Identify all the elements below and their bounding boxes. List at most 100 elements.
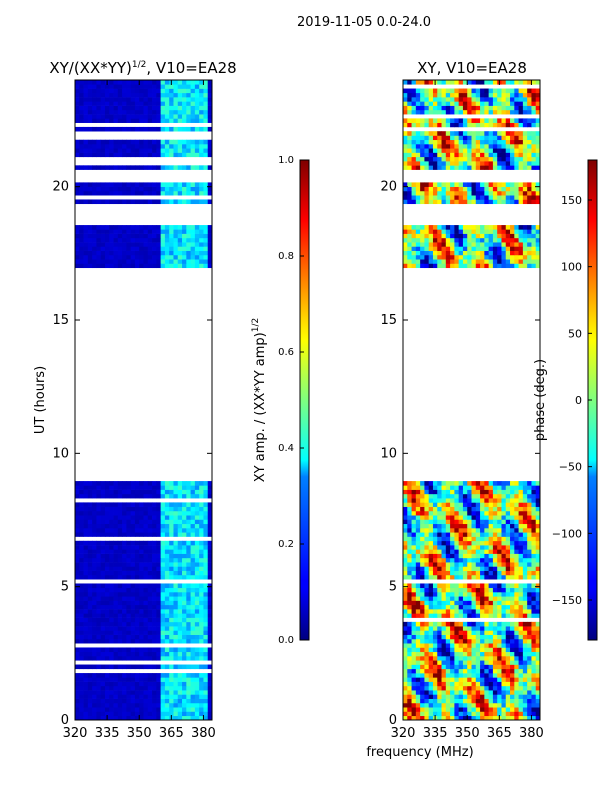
phase-heatmap-cell — [424, 677, 429, 682]
amp-heatmap-cell — [92, 703, 97, 708]
amp-heatmap-cell — [96, 153, 101, 158]
phase-heatmap-cell — [459, 605, 464, 610]
amp-heatmap-cell — [84, 686, 89, 691]
amp-heatmap-cell — [96, 554, 101, 559]
phase-heatmap-cell — [416, 639, 421, 644]
phase-heatmap-cell — [416, 234, 421, 239]
amp-heatmap-cell — [169, 106, 174, 111]
phase-heatmap-cell — [437, 515, 442, 520]
phase-heatmap-cell — [407, 656, 412, 661]
phase-heatmap-cell — [497, 494, 502, 499]
phase-heatmap-cell — [424, 524, 429, 529]
phase-heatmap-cell — [463, 507, 468, 512]
amp-heatmap-cell — [96, 263, 101, 268]
amp-heatmap-cell — [182, 84, 187, 89]
amp-heatmap-cell — [152, 575, 157, 580]
phase-heatmap-cell — [412, 502, 417, 507]
phase-heatmap-cell — [527, 643, 532, 648]
amp-heatmap-cell — [114, 485, 119, 490]
phase-heatmap-cell — [429, 571, 434, 576]
amp-heatmap-cell — [105, 93, 110, 98]
amp-heatmap-cell — [118, 583, 123, 588]
amp-ytick-label: 0 — [61, 713, 69, 728]
amp-heatmap-cell — [199, 601, 204, 606]
phase-heatmap-cell — [480, 596, 485, 601]
amp-heatmap-cell — [79, 647, 84, 652]
amp-heatmap-cell — [75, 110, 80, 115]
amp-heatmap-cell — [182, 613, 187, 618]
phase-heatmap-cell — [463, 519, 468, 524]
phase-heatmap-cell — [433, 199, 438, 204]
amp-heatmap-cell — [156, 554, 161, 559]
phase-heatmap-cell — [467, 511, 472, 516]
amp-heatmap-cell — [165, 93, 170, 98]
amp-heatmap-cell — [199, 545, 204, 550]
phase-heatmap-cell — [429, 191, 434, 196]
amp-heatmap-cell — [114, 165, 119, 170]
amp-heatmap-cell — [79, 255, 84, 260]
amp-heatmap-cell — [122, 545, 127, 550]
amp-heatmap-cell — [135, 511, 140, 516]
amp-heatmap-cell — [186, 677, 191, 682]
phase-heatmap-cell — [519, 609, 524, 614]
phase-heatmap-cell — [510, 626, 515, 631]
phase-heatmap-cell — [489, 605, 494, 610]
phase-heatmap-cell — [527, 677, 532, 682]
amp-heatmap-cell — [161, 246, 166, 251]
amp-heatmap-cell — [126, 528, 131, 533]
amp-heatmap-cell — [126, 656, 131, 661]
phase-heatmap-cell — [420, 558, 425, 563]
amp-heatmap-cell — [148, 532, 153, 537]
amp-heatmap-cell — [195, 490, 200, 495]
phase-heatmap-cell — [506, 554, 511, 559]
phase-heatmap-cell — [489, 630, 494, 635]
phase-heatmap-cell — [407, 690, 412, 695]
amp-heatmap-cell — [118, 238, 123, 243]
amp-heatmap-cell — [144, 238, 149, 243]
phase-heatmap-cell — [450, 259, 455, 264]
phase-heatmap-cell — [489, 157, 494, 162]
amp-heatmap-cell — [148, 588, 153, 593]
amp-heatmap-cell — [139, 682, 144, 687]
phase-heatmap-cell — [433, 588, 438, 593]
phase-heatmap-cell — [506, 677, 511, 682]
amp-heatmap-cell — [178, 622, 183, 627]
amp-heatmap-cell — [203, 110, 208, 115]
phase-heatmap-cell — [403, 519, 408, 524]
phase-heatmap-cell — [527, 494, 532, 499]
phase-heatmap-cell — [437, 673, 442, 678]
amp-heatmap-cell — [135, 707, 140, 712]
amp-heatmap-cell — [109, 97, 114, 102]
phase-heatmap-cell — [403, 699, 408, 704]
amp-heatmap-cell — [101, 494, 106, 499]
amp-heatmap-cell — [182, 549, 187, 554]
amp-heatmap-cell — [169, 528, 174, 533]
amp-heatmap-cell — [182, 707, 187, 712]
phase-heatmap-cell — [489, 532, 494, 537]
amp-heatmap-cell — [169, 118, 174, 123]
amp-ytick-label: 20 — [52, 180, 69, 195]
phase-heatmap-cell — [514, 157, 519, 162]
phase-heatmap-cell — [459, 566, 464, 571]
phase-heatmap-cell — [463, 605, 468, 610]
phase-heatmap-cell — [459, 246, 464, 251]
phase-heatmap-cell — [446, 635, 451, 640]
phase-heatmap-cell — [412, 481, 417, 486]
amp-heatmap-cell — [135, 153, 140, 158]
amp-heatmap-cell — [161, 255, 166, 260]
phase-heatmap-cell — [446, 673, 451, 678]
amp-heatmap-cell — [105, 549, 110, 554]
phase-heatmap-cell — [467, 707, 472, 712]
amp-heatmap-cell — [191, 566, 196, 571]
amp-heatmap-cell — [169, 596, 174, 601]
phase-heatmap-cell — [531, 669, 536, 674]
phase-heatmap-cell — [497, 566, 502, 571]
phase-heatmap-cell — [424, 596, 429, 601]
phase-heatmap-cell — [514, 660, 519, 665]
phase-heatmap-cell — [403, 263, 408, 268]
phase-heatmap-cell — [497, 686, 502, 691]
amp-heatmap-cell — [109, 618, 114, 623]
phase-heatmap-cell — [493, 498, 498, 503]
phase-heatmap-cell — [429, 511, 434, 516]
phase-heatmap-cell — [429, 690, 434, 695]
